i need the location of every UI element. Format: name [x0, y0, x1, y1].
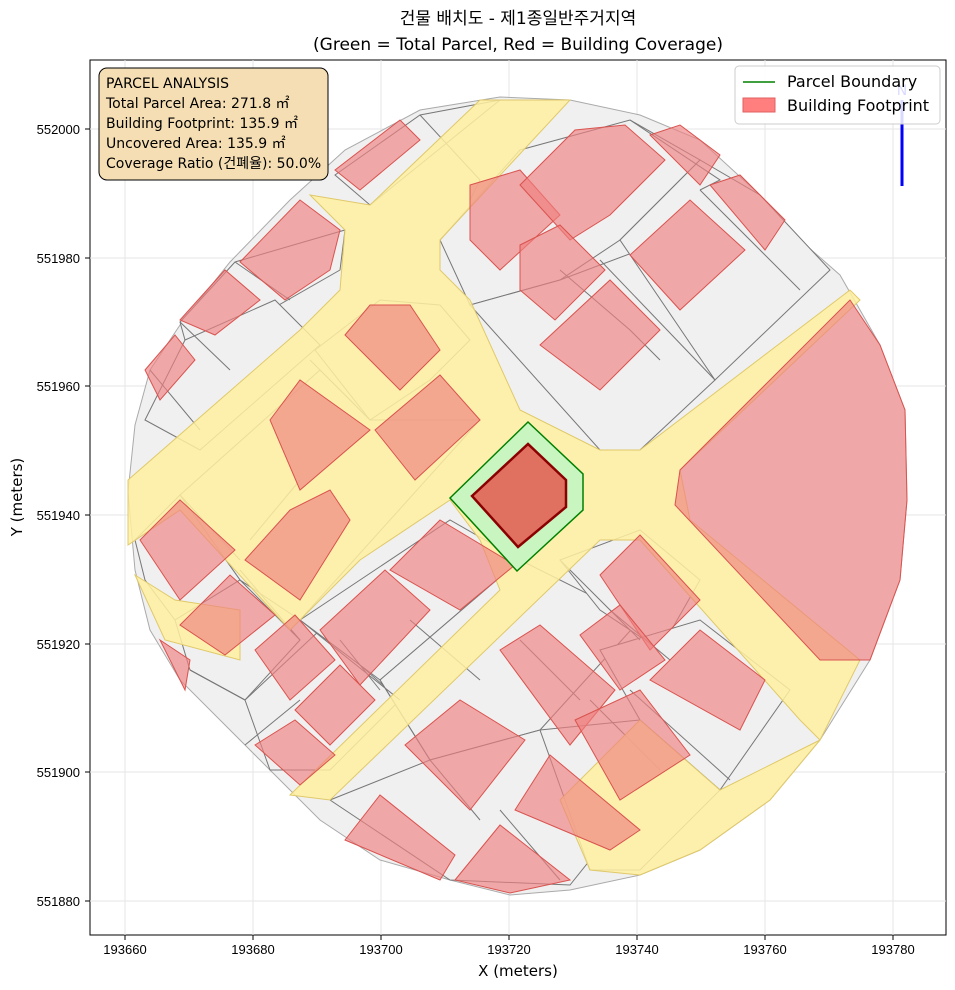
x-tick-label: 193760	[743, 942, 786, 957]
building-footprint	[404, 699, 526, 811]
building-footprint	[709, 174, 786, 251]
y-tick-label: 551900	[37, 765, 80, 780]
legend-building-label: Building Footprint	[787, 96, 929, 115]
building-footprint	[294, 664, 376, 746]
building-footprint	[179, 574, 276, 656]
building-footprint	[269, 379, 371, 491]
y-tick-label: 551980	[37, 251, 80, 266]
legend-building-swatch	[742, 97, 776, 113]
x-axis-label: X (meters)	[478, 962, 558, 980]
building-footprint	[674, 299, 908, 661]
y-tick-label: 551880	[37, 894, 80, 909]
info-uncovered-area: Uncovered Area: 135.9 ㎡	[106, 136, 286, 152]
y-tick-label: 551960	[37, 379, 80, 394]
chart-title: 건물 배치도 - 제1종일반주거지역	[400, 9, 636, 29]
y-tick-label: 552000	[37, 122, 80, 137]
building-footprint	[649, 629, 766, 731]
building-footprint	[374, 374, 481, 481]
parcel-analysis-box: PARCEL ANALYSIS Total Parcel Area: 271.8…	[98, 67, 329, 181]
x-tick-label: 193740	[615, 942, 658, 957]
building-footprint	[344, 304, 441, 391]
building-footprint	[334, 119, 421, 191]
building-footprint	[574, 689, 691, 801]
building-footprint	[519, 224, 606, 321]
building-footprint	[239, 199, 341, 301]
y-axis: 552000 551980 551960 551940 551920 551900 5518…	[37, 122, 90, 909]
x-tick-label: 193680	[231, 942, 274, 957]
buildings	[139, 119, 908, 894]
x-tick-label: 193660	[103, 942, 146, 957]
info-heading: PARCEL ANALYSIS	[106, 76, 229, 92]
building-footprint	[579, 604, 666, 691]
subject-building-footprint	[470, 442, 568, 549]
building-footprint	[144, 334, 196, 401]
building-footprint	[179, 269, 261, 336]
x-tick-label: 193700	[359, 942, 402, 957]
map-layer	[127, 96, 908, 896]
legend-parcel-label: Parcel Boundary	[787, 72, 917, 91]
building-footprint	[319, 569, 431, 686]
building-footprint	[254, 614, 336, 701]
building-footprint	[649, 124, 721, 186]
building-footprint	[629, 199, 746, 311]
x-tick-label: 193720	[487, 942, 530, 957]
building-footprint	[454, 824, 572, 894]
y-tick-label: 551940	[37, 508, 80, 523]
y-tick-label: 551920	[37, 637, 80, 652]
x-axis: 193660 193680 193700 193720 193740 193760 1937…	[103, 935, 915, 957]
y-axis-label: Y (meters)	[8, 458, 26, 538]
info-building-footprint: Building Footprint: 135.9 ㎡	[106, 116, 298, 132]
chart-subtitle: (Green = Total Parcel, Red = Building Co…	[313, 35, 723, 55]
info-total-area: Total Parcel Area: 271.8 ㎡	[105, 96, 290, 112]
info-coverage-ratio: Coverage Ratio (건폐율): 50.0%	[106, 156, 321, 172]
legend: Parcel Boundary Building Footprint	[734, 65, 941, 125]
building-footprint	[539, 279, 661, 391]
building-footprint	[158, 638, 191, 692]
building-footprint	[139, 499, 236, 601]
building-footprint	[254, 719, 336, 786]
x-tick-label: 193780	[871, 942, 914, 957]
building-footprint	[244, 489, 351, 601]
building-footprint	[344, 794, 456, 881]
building-footprint	[514, 754, 641, 851]
